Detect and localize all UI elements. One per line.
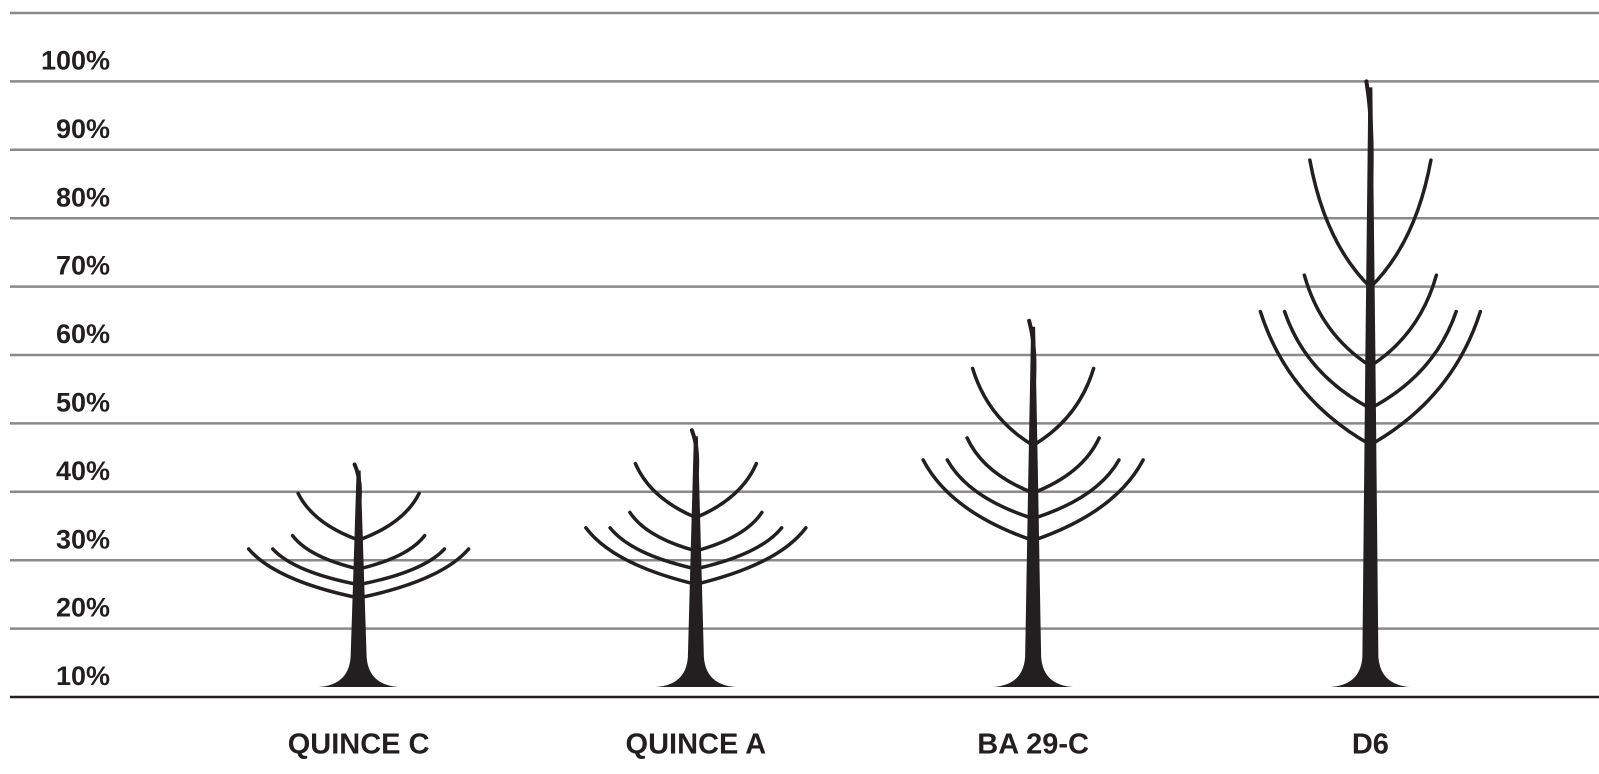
tree-branch: [694, 526, 784, 571]
tree-branch: [1031, 458, 1145, 543]
tree-branch: [1302, 273, 1373, 368]
tree-branch: [694, 526, 808, 587]
tree-branch: [296, 491, 361, 542]
tree-branch: [694, 510, 764, 553]
tree-branch: [970, 366, 1035, 448]
tree-branch: [1368, 273, 1439, 368]
tree-branch: [271, 547, 361, 587]
tree-branch: [1031, 366, 1096, 448]
tree-leader: [1364, 79, 1374, 205]
tree: [584, 428, 808, 687]
tree-branch: [584, 526, 698, 587]
y-tick-label: 50%: [56, 388, 110, 418]
tree-branch: [1031, 458, 1121, 521]
tree-branch: [608, 526, 698, 571]
tree-branch: [921, 458, 1035, 543]
y-tick-label: 90%: [56, 114, 110, 144]
tree-trunk: [318, 470, 399, 687]
tree-branch: [356, 491, 421, 542]
tree-branch: [356, 547, 471, 600]
x-tick-label: QUINCE A: [626, 729, 767, 761]
tree-branch: [965, 436, 1035, 495]
tree-branch: [694, 461, 759, 520]
y-tick-label: 80%: [56, 182, 110, 212]
tree-trunk: [655, 436, 736, 687]
tree-branch: [1258, 309, 1373, 447]
tree-leader: [352, 462, 362, 511]
x-tick-label: D6: [1352, 729, 1389, 761]
tree-trunk: [1330, 87, 1411, 687]
tree-branch: [1368, 158, 1433, 290]
tree: [246, 462, 471, 687]
tree-branch: [356, 547, 447, 587]
tree-leader: [689, 428, 700, 484]
y-tick-label: 30%: [56, 524, 110, 554]
tree-branch: [945, 458, 1035, 521]
tree-branch: [1031, 436, 1101, 495]
y-tick-label: 10%: [56, 661, 110, 691]
tree: [1258, 79, 1483, 687]
tree-branch: [633, 461, 698, 520]
y-tick-label: 60%: [56, 319, 110, 349]
x-tick-label: BA 29-C: [977, 729, 1089, 761]
tree: [921, 318, 1145, 687]
tree-branch: [1368, 309, 1483, 447]
tree-branch: [1308, 158, 1373, 290]
tree-leader: [1027, 318, 1037, 397]
y-tick-label: 100%: [41, 46, 110, 76]
tree-branch: [628, 510, 698, 553]
x-tick-label: QUINCE C: [288, 729, 430, 761]
tree-branch: [246, 547, 361, 600]
tree-branch: [1282, 309, 1373, 411]
tree-trunk: [993, 326, 1074, 687]
tree-branch: [290, 533, 361, 571]
tree-branch: [356, 533, 427, 571]
y-tick-label: 20%: [56, 593, 110, 623]
y-tick-label: 70%: [56, 251, 110, 281]
y-tick-label: 40%: [56, 456, 110, 486]
tree-branch: [1368, 309, 1458, 411]
